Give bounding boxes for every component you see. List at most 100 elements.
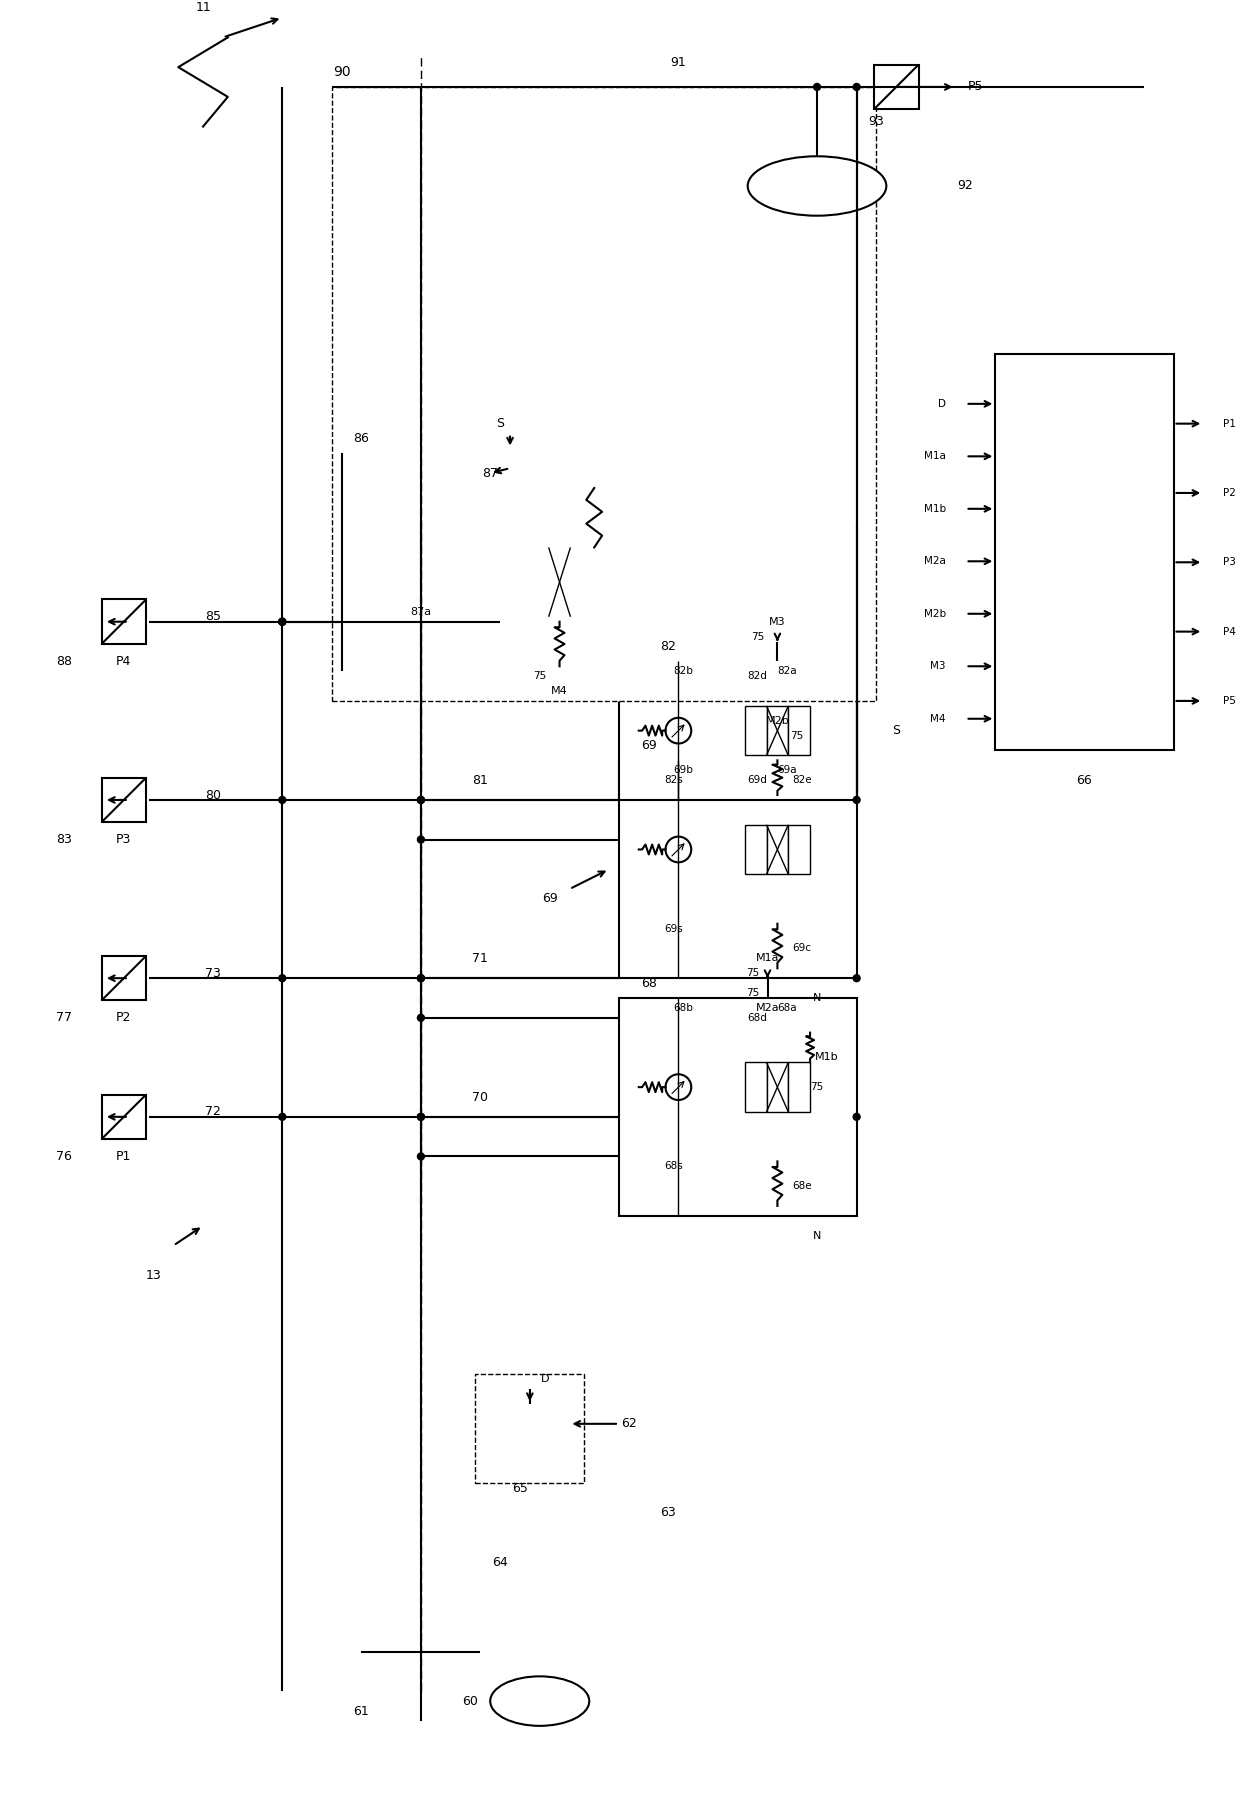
- Bar: [102, 956, 146, 1000]
- Bar: [745, 825, 766, 875]
- Bar: [102, 1094, 146, 1139]
- Circle shape: [279, 619, 285, 626]
- Text: 68d: 68d: [748, 1013, 768, 1022]
- Text: 75: 75: [533, 671, 547, 681]
- Bar: [766, 1063, 789, 1112]
- Text: M1b: M1b: [815, 1052, 838, 1063]
- Bar: [102, 599, 146, 644]
- Circle shape: [853, 975, 861, 981]
- Text: P3: P3: [1223, 558, 1236, 567]
- Text: M1a: M1a: [924, 452, 946, 461]
- Circle shape: [418, 1113, 424, 1121]
- Bar: [619, 999, 857, 1216]
- Bar: [570, 547, 593, 617]
- Circle shape: [666, 837, 691, 862]
- Text: P4: P4: [117, 654, 131, 667]
- Circle shape: [418, 836, 424, 843]
- Text: 92: 92: [957, 179, 973, 192]
- Text: 68b: 68b: [673, 1002, 693, 1013]
- Text: 77: 77: [56, 1011, 72, 1024]
- Text: S: S: [496, 418, 505, 430]
- Text: 82d: 82d: [748, 671, 768, 681]
- Text: P3: P3: [117, 834, 131, 846]
- Bar: [548, 547, 570, 617]
- Text: 13: 13: [145, 1269, 161, 1282]
- Text: 93: 93: [868, 115, 884, 127]
- Text: 73: 73: [205, 966, 221, 979]
- Circle shape: [666, 717, 691, 744]
- Text: 69a: 69a: [777, 766, 797, 775]
- Text: 81: 81: [472, 773, 489, 787]
- Circle shape: [279, 1113, 285, 1121]
- Bar: [874, 65, 919, 109]
- Text: P2: P2: [1223, 488, 1236, 498]
- Bar: [789, 706, 810, 755]
- Text: 87a: 87a: [410, 606, 432, 617]
- Ellipse shape: [490, 1676, 589, 1727]
- Circle shape: [813, 84, 821, 90]
- Text: M4: M4: [551, 687, 568, 696]
- Text: M2b: M2b: [924, 610, 946, 619]
- Text: 63: 63: [661, 1506, 676, 1519]
- Text: P5: P5: [1223, 696, 1236, 706]
- Bar: [619, 760, 857, 979]
- Circle shape: [418, 1113, 424, 1121]
- Bar: [789, 1063, 810, 1112]
- Circle shape: [853, 84, 861, 90]
- Text: 65: 65: [512, 1481, 528, 1495]
- Bar: [342, 454, 678, 671]
- Bar: [475, 1373, 584, 1483]
- Text: 69s: 69s: [665, 923, 683, 934]
- Text: 60: 60: [463, 1694, 479, 1707]
- Text: M3: M3: [769, 617, 786, 628]
- Circle shape: [853, 1113, 861, 1121]
- Text: 69d: 69d: [748, 775, 768, 785]
- Text: 87: 87: [482, 466, 498, 481]
- Text: 69b: 69b: [673, 766, 693, 775]
- Bar: [332, 86, 877, 701]
- Bar: [748, 701, 817, 751]
- Text: 75: 75: [791, 730, 804, 741]
- Circle shape: [666, 1074, 691, 1099]
- Circle shape: [418, 975, 424, 981]
- Bar: [766, 825, 789, 875]
- Bar: [102, 778, 146, 823]
- Text: P5: P5: [967, 81, 983, 93]
- Bar: [527, 547, 548, 617]
- Text: P1: P1: [1223, 418, 1236, 429]
- Circle shape: [418, 1015, 424, 1022]
- Text: N: N: [813, 993, 821, 1002]
- Text: 91: 91: [671, 56, 686, 68]
- Text: N: N: [813, 1230, 821, 1241]
- Circle shape: [418, 796, 424, 803]
- Text: 68: 68: [641, 977, 657, 990]
- Circle shape: [279, 619, 285, 626]
- Text: P1: P1: [117, 1149, 131, 1164]
- Circle shape: [418, 1153, 424, 1160]
- Text: 61: 61: [353, 1705, 370, 1718]
- Text: 69c: 69c: [792, 943, 812, 954]
- Text: M2a: M2a: [924, 556, 946, 567]
- Text: 11: 11: [195, 2, 211, 14]
- Text: 82: 82: [661, 640, 676, 653]
- Text: 66: 66: [1076, 773, 1092, 787]
- Bar: [766, 706, 789, 755]
- Text: 85: 85: [205, 610, 221, 624]
- Bar: [745, 706, 766, 755]
- Text: 68s: 68s: [665, 1162, 683, 1171]
- Text: 82a: 82a: [777, 667, 797, 676]
- Circle shape: [279, 975, 285, 981]
- Text: 75: 75: [811, 1083, 823, 1092]
- Text: 72: 72: [205, 1106, 221, 1119]
- Bar: [789, 825, 810, 875]
- Text: 83: 83: [57, 834, 72, 846]
- Circle shape: [418, 975, 424, 981]
- Text: 64: 64: [492, 1556, 508, 1569]
- Text: 82b: 82b: [673, 667, 693, 676]
- Bar: [996, 355, 1173, 751]
- Text: 80: 80: [205, 789, 221, 801]
- Text: 68e: 68e: [792, 1182, 812, 1191]
- Text: 82e: 82e: [792, 775, 812, 785]
- Polygon shape: [500, 1415, 559, 1454]
- Text: 75: 75: [746, 988, 759, 999]
